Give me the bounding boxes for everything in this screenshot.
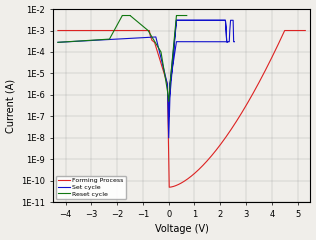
Set cycle — [174, 19, 178, 22]
Set cycle — [176, 19, 180, 22]
Forming Process — [98, 29, 101, 32]
Reset cycle — [185, 14, 189, 17]
Reset cycle — [141, 24, 144, 27]
Reset cycle — [167, 100, 171, 103]
Reset cycle — [159, 51, 163, 54]
Reset cycle — [79, 39, 82, 42]
Set cycle — [233, 40, 236, 43]
Set cycle — [195, 19, 199, 22]
Reset cycle — [149, 35, 153, 38]
Set cycle — [203, 19, 207, 22]
Set cycle — [167, 136, 171, 139]
Line: Reset cycle: Reset cycle — [58, 16, 187, 101]
Reset cycle — [120, 14, 124, 17]
Legend: Forming Process, Set cycle, Reset cycle: Forming Process, Set cycle, Reset cycle — [56, 175, 126, 199]
Set cycle — [56, 41, 60, 44]
Y-axis label: Current (A): Current (A) — [6, 78, 15, 133]
Forming Process — [56, 29, 60, 32]
Reset cycle — [56, 41, 60, 44]
Reset cycle — [152, 39, 156, 42]
Forming Process — [216, 147, 219, 150]
Forming Process — [58, 29, 62, 32]
Set cycle — [137, 36, 140, 39]
X-axis label: Voltage (V): Voltage (V) — [155, 224, 209, 234]
Set cycle — [70, 40, 73, 43]
Forming Process — [303, 29, 307, 32]
Reset cycle — [176, 14, 180, 17]
Line: Set cycle: Set cycle — [58, 20, 234, 138]
Set cycle — [210, 19, 213, 22]
Forming Process — [100, 29, 104, 32]
Forming Process — [264, 67, 268, 70]
Line: Forming Process: Forming Process — [58, 30, 305, 187]
Forming Process — [182, 180, 185, 183]
Forming Process — [167, 186, 171, 189]
